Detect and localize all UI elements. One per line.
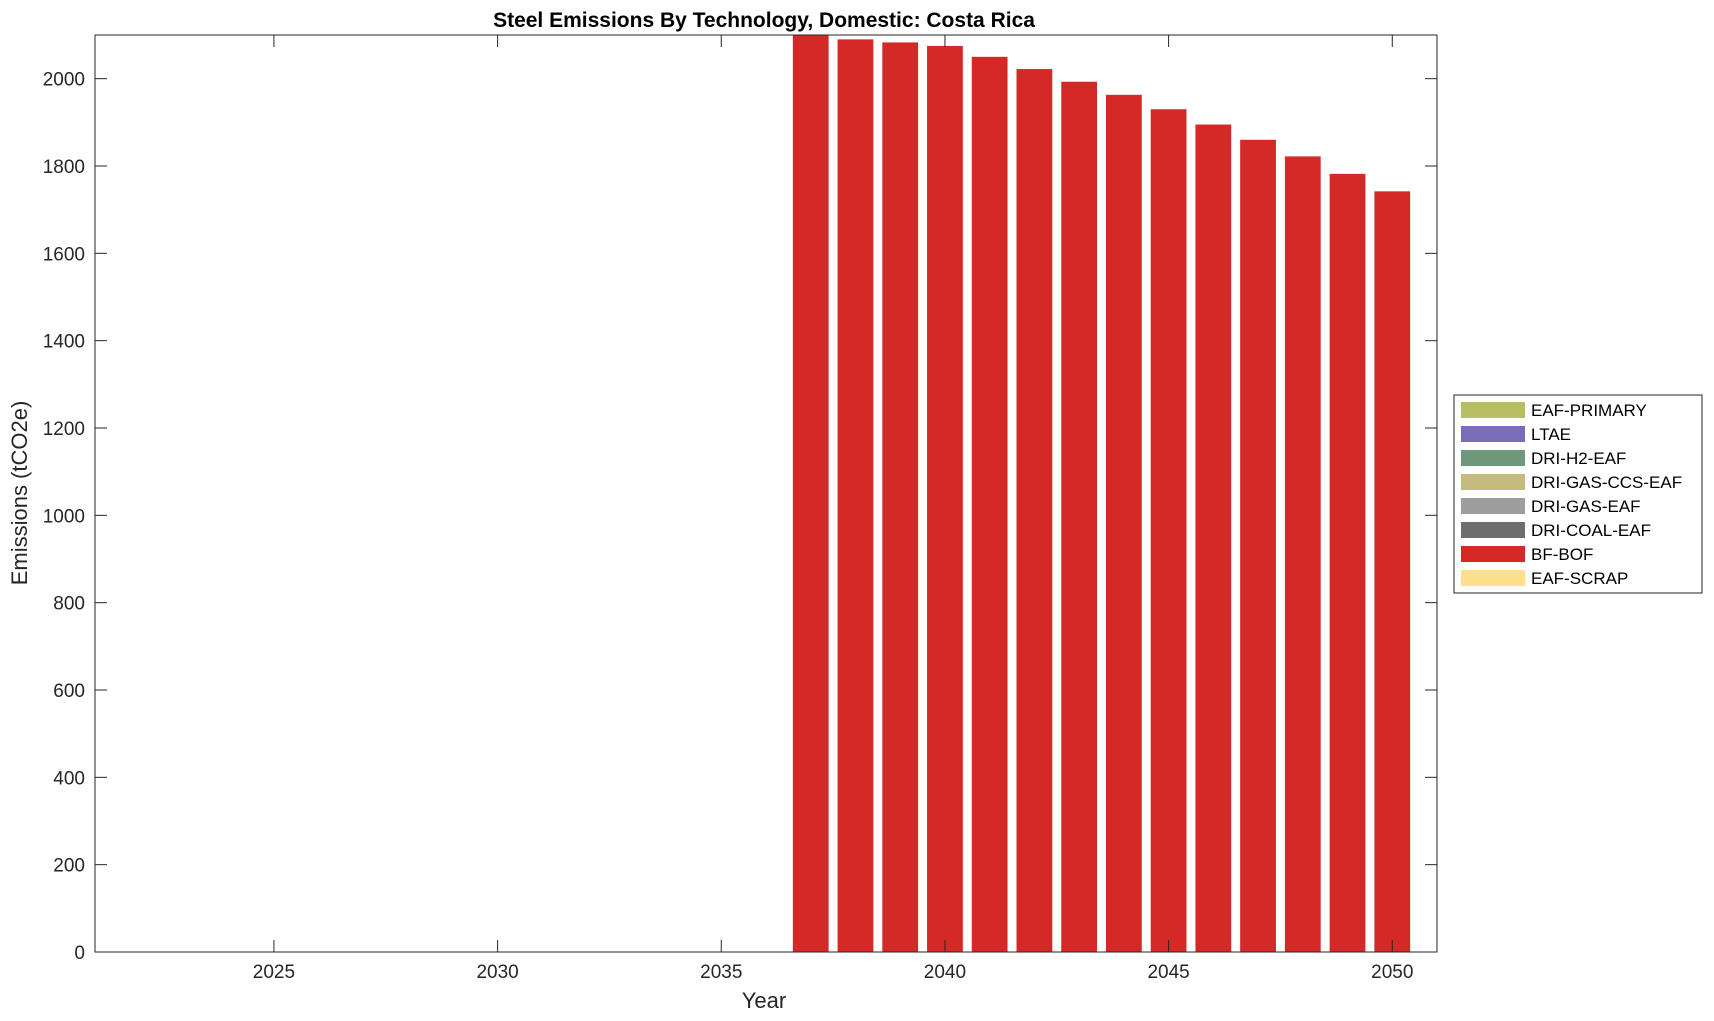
y-axis-ticks: 0 200 400 600 800 1000 1200 1400 1600 1800 2000 [43,70,1437,964]
bar-group [792,35,1411,953]
y-tick-label: 400 [53,768,85,789]
bar-bf-bof-2042 [1016,69,1053,952]
bar-bf-bof-2040 [927,45,963,953]
y-tick-label: 600 [53,681,85,702]
y-tick-label: 1000 [43,506,85,527]
axes-box [94,34,1438,953]
legend-label-eaf-primary: EAF-PRIMARY [1531,401,1647,420]
y-tick-label: 1600 [43,244,85,265]
bar-bf-bof-2047 [1240,139,1276,953]
x-axis-ticks: 2025 2030 2035 2040 2045 2050 [253,35,1413,983]
y-tick-label: 1800 [43,157,85,178]
x-tick-label: 2050 [1371,962,1413,983]
legend-swatch-dri-coal-eaf [1461,522,1525,538]
legend-label-dri-coal-eaf: DRI-COAL-EAF [1531,521,1651,540]
y-tick-label: 1200 [43,419,85,440]
legend-swatch-ltae [1461,426,1525,442]
legend-swatch-dri-h2-eaf [1461,450,1525,466]
chart-title: Steel Emissions By Technology, Domestic:… [493,9,1035,32]
legend-label-eaf-scrap: EAF-SCRAP [1531,569,1628,588]
y-tick-label: 0 [74,943,85,964]
legend-swatch-eaf-primary [1461,402,1525,418]
legend-swatch-eaf-scrap [1461,570,1525,586]
legend-label-dri-gas-eaf: DRI-GAS-EAF [1531,497,1641,516]
legend: EAF-PRIMARY LTAE DRI-H2-EAF DRI-GAS-CCS-EAF… [1453,394,1703,594]
y-tick-label: 2000 [43,70,85,91]
bar-bf-bof-2046 [1195,124,1232,952]
bar-bf-bof-2038 [837,39,874,953]
y-tick-label: 1400 [43,332,85,353]
bar-bf-bof-2044 [1105,94,1142,952]
y-tick-label: 200 [53,856,85,877]
bar-bf-bof-2039 [882,42,919,953]
plot-area [95,35,1437,952]
bar-bf-bof-2045 [1150,109,1187,953]
bar-bf-bof-2041 [971,56,1008,952]
legend-swatch-dri-gas-ccs-eaf [1461,474,1525,490]
x-tick-label: 2035 [700,962,742,983]
x-tick-label: 2030 [476,962,518,983]
bar-bf-bof-2050 [1374,191,1411,952]
legend-swatch-bf-bof [1461,546,1525,562]
legend-swatch-dri-gas-eaf [1461,498,1525,514]
legend-label-ltae: LTAE [1531,425,1571,444]
bar-bf-bof-2048 [1284,156,1321,952]
y-axis-label: Emissions (tCO2e) [7,401,32,586]
x-tick-label: 2040 [924,962,966,983]
x-axis-label: Year [742,988,786,1013]
x-tick-label: 2045 [1147,962,1189,983]
bar-bf-bof-2037 [792,35,829,952]
legend-label-bf-bof: BF-BOF [1531,545,1593,564]
y-tick-label: 800 [53,594,85,615]
x-tick-label: 2025 [253,962,295,983]
legend-label-dri-gas-ccs-eaf: DRI-GAS-CCS-EAF [1531,473,1682,492]
bar-bf-bof-2043 [1061,81,1098,953]
legend-label-dri-h2-eaf: DRI-H2-EAF [1531,449,1626,468]
bar-bf-bof-2049 [1329,173,1366,953]
